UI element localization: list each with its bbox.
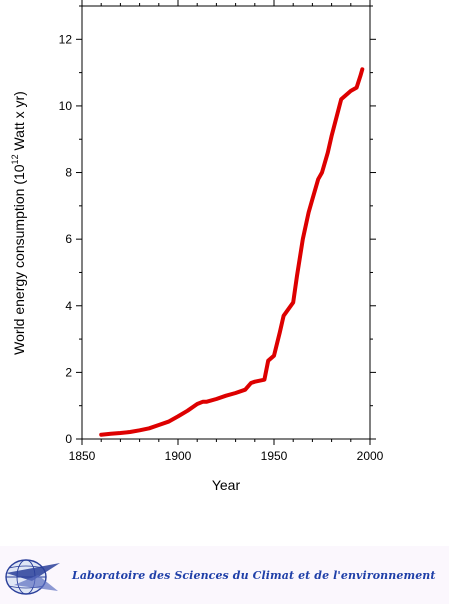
energy-series-line xyxy=(99,67,365,437)
chart-axes: 1850 1900 1950 2000 0 2 4 6 8 10 12 xyxy=(59,0,384,463)
chart-labels: Year World energy consumption (1012 Watt… xyxy=(10,91,240,493)
laboratory-name: Laboratoire des Sciences du Climat et de… xyxy=(72,569,436,582)
y-axis-label: World energy consumption (1012 Watt x yr… xyxy=(10,91,27,355)
x-tick-label: 1950 xyxy=(261,449,288,463)
y-tick-label: 0 xyxy=(65,432,72,446)
y-tick-label: 12 xyxy=(59,32,73,46)
y-tick-label: 4 xyxy=(65,299,72,313)
y-tick-label: 8 xyxy=(65,166,72,180)
x-axis-label: Year xyxy=(212,477,241,493)
globe-logo-icon xyxy=(5,559,60,595)
lab-footer-banner: Laboratoire des Sciences du Climat et de… xyxy=(0,546,449,604)
y-tick-label: 2 xyxy=(65,365,72,379)
energy-consumption-chart: 1850 1900 1950 2000 0 2 4 6 8 10 12 Year World ene… xyxy=(10,0,384,493)
x-tick-label: 1900 xyxy=(165,449,192,463)
y-tick-label: 10 xyxy=(59,99,73,113)
chart-series xyxy=(99,67,365,437)
plot-frame xyxy=(81,5,371,440)
x-tick-label: 2000 xyxy=(357,449,384,463)
y-tick-label: 6 xyxy=(65,232,72,246)
x-tick-label: 1850 xyxy=(69,449,96,463)
